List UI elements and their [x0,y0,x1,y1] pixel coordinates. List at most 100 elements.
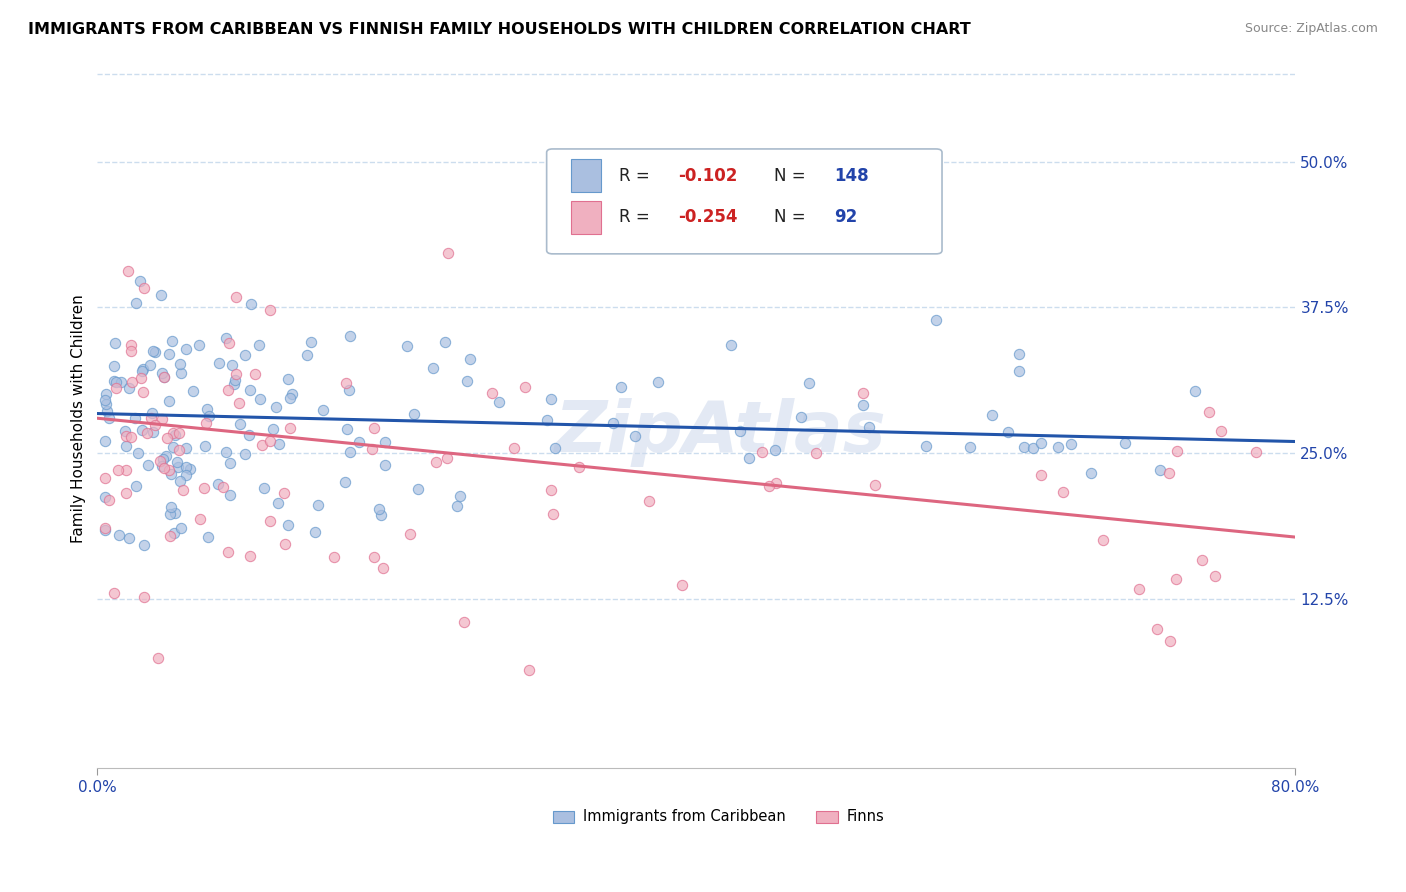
Point [96,404,118,418]
Point [217,384,239,398]
Point [335,376,357,391]
Point [132,590,155,604]
Point [1244,445,1267,459]
Point [121,375,143,389]
Text: ZipAtlas: ZipAtlas [554,398,886,467]
Text: 148: 148 [834,167,869,185]
Point [143,345,166,359]
Text: Source: ZipAtlas.com: Source: ZipAtlas.com [1244,22,1378,36]
Point [143,418,166,433]
Point [277,517,299,532]
Point [166,455,188,469]
Point [118,531,141,545]
Point [1052,485,1074,500]
Point [160,500,183,514]
Point [150,287,173,301]
Point [396,339,419,353]
Point [198,409,221,424]
Point [153,370,176,384]
Point [156,431,179,445]
Point [94,393,117,408]
Point [194,439,217,453]
Point [141,406,163,420]
Point [94,387,117,401]
Point [1191,553,1213,567]
Point [959,440,981,454]
Point [131,361,153,376]
Point [915,440,938,454]
Text: -0.254: -0.254 [679,209,738,227]
Point [222,377,245,392]
Point [218,488,240,502]
Point [98,493,121,508]
Point [107,463,129,477]
Point [174,343,197,357]
Point [249,392,271,406]
Point [368,501,391,516]
Point [481,386,503,401]
Point [176,467,198,482]
Point [157,347,180,361]
Point [169,357,191,371]
Point [162,426,184,441]
Point [399,527,422,541]
Point [540,483,562,498]
Point [371,561,394,575]
Text: Finns: Finns [846,809,884,824]
Point [422,361,444,376]
Point [174,442,197,456]
FancyBboxPatch shape [553,811,574,823]
Point [262,422,284,436]
Point [239,549,262,563]
Point [453,615,475,630]
Point [765,475,787,490]
Point [852,398,875,412]
Point [207,476,229,491]
Point [219,456,242,470]
Point [105,376,128,390]
Point [169,367,191,381]
Point [790,410,813,425]
Point [218,335,240,350]
Point [127,446,149,460]
Point [259,434,281,448]
Point [374,458,396,472]
Point [446,500,468,514]
Point [449,489,471,503]
Point [243,368,266,382]
Point [1014,440,1036,454]
Point [132,385,155,400]
Point [1128,582,1150,596]
Point [259,514,281,528]
Text: R =: R = [619,209,655,227]
Point [238,428,260,442]
Point [1092,533,1115,548]
Point [513,380,536,394]
Point [138,358,160,372]
Point [312,403,335,417]
Point [274,537,297,551]
Point [146,650,169,665]
Point [124,411,146,425]
Point [135,425,157,440]
Point [1204,569,1226,583]
Point [215,331,238,345]
Point [167,425,190,440]
Point [142,343,165,358]
Point [120,344,142,359]
Point [763,443,786,458]
Y-axis label: Family Households with Children: Family Households with Children [72,293,86,542]
Point [97,411,120,425]
FancyBboxPatch shape [547,149,942,254]
Point [252,438,274,452]
Point [163,526,186,541]
Point [858,419,880,434]
Point [134,538,156,552]
Point [229,417,252,431]
Point [165,506,187,520]
Point [277,372,299,386]
Point [94,434,117,448]
Point [225,290,247,304]
Point [361,442,384,457]
Point [671,578,693,592]
